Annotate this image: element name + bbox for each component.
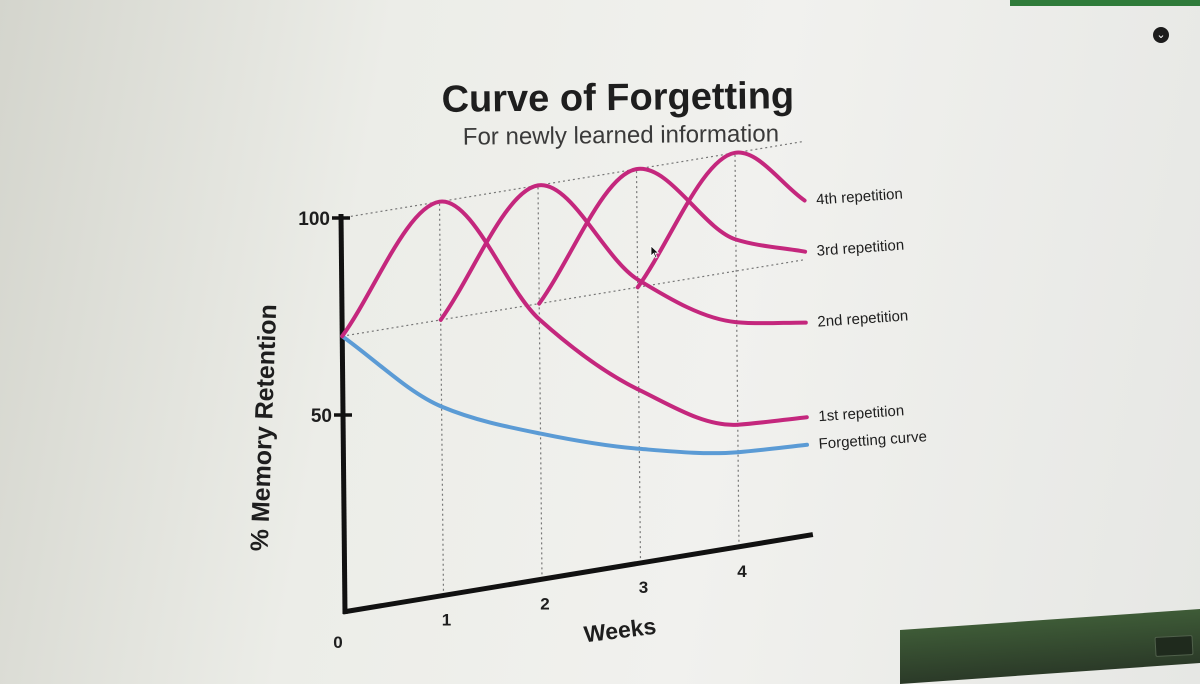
grid-line-vertical	[537, 185, 543, 580]
y-tick-label: 50	[311, 406, 332, 427]
grid-line-vertical	[635, 169, 642, 564]
chart-axes	[332, 213, 814, 615]
chart-title: Curve of Forgetting	[441, 75, 794, 121]
series-label-1st-repetition: 1st repetition	[818, 402, 905, 425]
x-tick-label: 2	[540, 594, 549, 613]
y-axis-label: % Memory Retention	[246, 304, 283, 552]
series-label-forgetting-curve: Forgetting curve	[818, 428, 927, 453]
window-accent-bar	[1010, 0, 1200, 6]
series-line-4th-repetition	[635, 150, 807, 290]
series-line-1st-repetition	[340, 199, 809, 427]
grid-line-vertical	[438, 201, 445, 596]
x-tick-label: 1	[442, 611, 451, 630]
series-label-4th-repetition: 4th repetition	[816, 185, 904, 208]
x-tick-label: 4	[737, 562, 747, 581]
mouse-pointer-icon	[650, 245, 660, 259]
series-label-layer: Forgetting curve 1st repetition 2nd repeti…	[816, 185, 928, 452]
chart-grid	[340, 140, 806, 596]
series-line-forgetting-curve	[340, 334, 809, 456]
y-tick-label: 100	[298, 209, 330, 230]
series-label-3rd-repetition: 3rd repetition	[816, 237, 905, 260]
grid-line-horizontal	[342, 258, 806, 337]
series-line-3rd-repetition	[537, 167, 808, 306]
origin-label: 0	[333, 633, 342, 652]
chevron-down-icon[interactable]: ⌄	[1153, 27, 1169, 43]
series-label-2nd-repetition: 2nd repetition	[817, 307, 909, 330]
x-axis-line	[342, 532, 814, 615]
series-line-2nd-repetition	[438, 183, 808, 326]
series-layer	[340, 150, 809, 456]
chart-subtitle: For newly learned information	[463, 120, 779, 150]
grid-line-vertical	[734, 152, 740, 547]
x-axis-label: Weeks	[582, 613, 657, 648]
x-tick-label: 3	[639, 578, 648, 597]
tick-layer: 50 100 1 2 3 4	[298, 209, 747, 630]
